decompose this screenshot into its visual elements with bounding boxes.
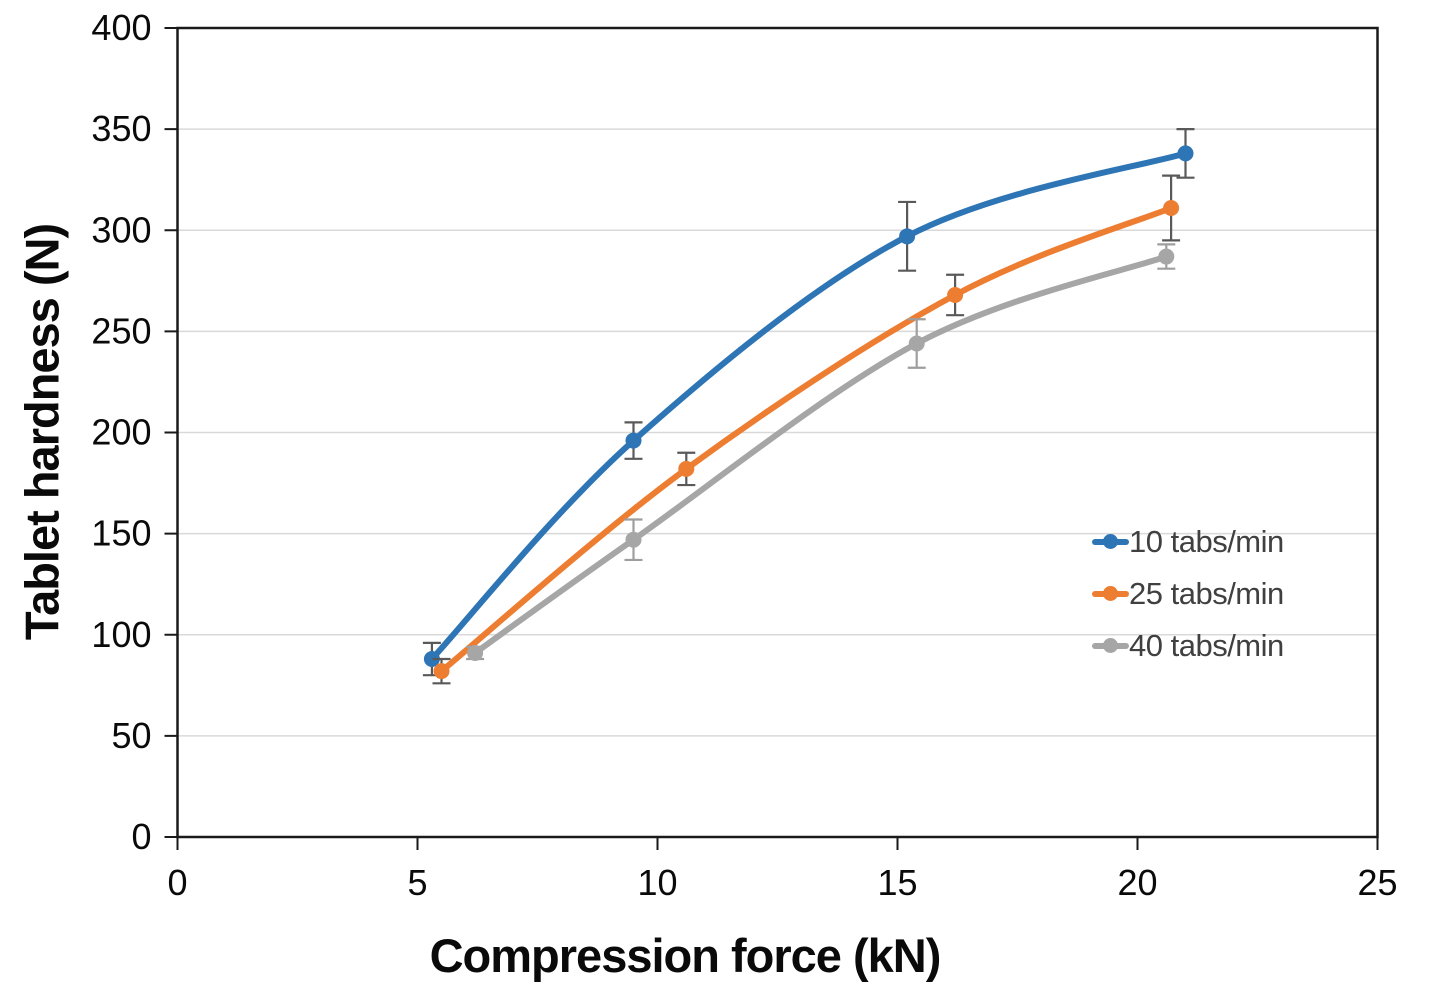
x-tick-label: 10 [637,862,677,903]
data-point-series-1 [947,286,964,303]
legend: 10 tabs/min 25 tabs/min 40 tabs/min [1092,521,1284,666]
y-tick-label: 350 [91,108,151,149]
legend-item-25-tabs-min: 25 tabs/min [1092,573,1284,614]
x-tick-label: 25 [1357,862,1397,903]
legend-item-10-tabs-min: 10 tabs/min [1092,521,1284,562]
data-point-series-2 [467,644,484,661]
data-point-series-2 [625,531,642,548]
y-tick-label: 100 [91,614,151,655]
legend-label: 40 tabs/min [1129,627,1284,663]
series-line-2 [472,253,1170,656]
x-tick-label: 15 [877,862,917,903]
legend-label: 10 tabs/min [1129,523,1284,559]
y-tick-label: 250 [91,310,151,351]
legend-line-dot-icon [1092,625,1129,666]
x-axis-title: Compression force (kN) [429,929,942,982]
legend-line-dot-icon [1092,521,1129,562]
x-tick-label: 20 [1117,862,1157,903]
data-point-series-1 [433,663,450,680]
y-tick-label: 200 [91,412,151,453]
legend-line-dot-icon [1092,573,1129,614]
series-line-0 [428,150,1189,663]
legend-label: 25 tabs/min [1129,575,1284,611]
y-tick-label: 50 [111,715,151,756]
y-tick-label: 300 [91,209,151,250]
y-tick-label: 0 [131,816,151,857]
data-point-series-0 [423,651,440,668]
y-tick-label: 150 [91,513,151,554]
y-axis-title: Tablet hardness (N) [15,223,69,641]
data-point-series-2 [1158,248,1175,265]
data-point-series-0 [899,228,916,245]
data-point-series-1 [678,460,695,477]
data-point-series-2 [908,335,925,352]
data-point-series-0 [625,432,642,449]
data-point-series-0 [1177,145,1194,162]
legend-item-40-tabs-min: 40 tabs/min [1092,625,1284,666]
x-tick-label: 0 [167,862,187,903]
y-tick-label: 400 [91,7,151,48]
x-tick-label: 5 [407,862,427,903]
data-point-series-1 [1163,200,1180,217]
series-line-1 [438,205,1175,675]
